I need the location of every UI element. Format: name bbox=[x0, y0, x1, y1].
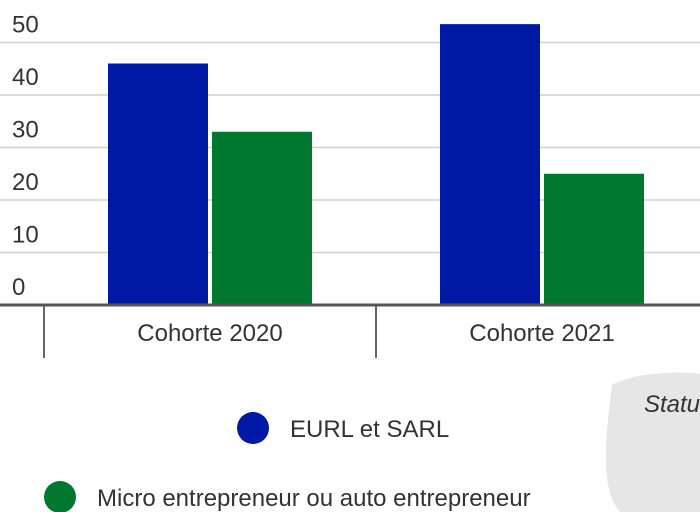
y-tick-label: 50 bbox=[12, 12, 39, 39]
y-tick-label: 0 bbox=[12, 274, 25, 301]
y-tick-label: 40 bbox=[12, 64, 39, 91]
chart: Statu 0 10 20 30 40 50 Cohorte 2020 Cohorte 202… bbox=[0, 0, 700, 512]
bar bbox=[544, 174, 644, 305]
legend-label: EURL et SARL bbox=[290, 416, 449, 443]
bar bbox=[440, 24, 540, 305]
legend-marker bbox=[237, 412, 269, 444]
y-tick-label: 20 bbox=[12, 169, 39, 196]
y-tick-label: 10 bbox=[12, 222, 39, 249]
x-tick-label: Cohorte 2020 bbox=[137, 320, 282, 347]
annotation: Statu bbox=[644, 391, 700, 418]
legend-marker bbox=[44, 481, 76, 512]
legend-label: Micro entrepreneur ou auto entrepreneur bbox=[97, 485, 531, 512]
bar bbox=[212, 132, 312, 305]
bar bbox=[108, 64, 208, 306]
x-tick-label: Cohorte 2021 bbox=[469, 320, 614, 347]
y-tick-label: 30 bbox=[12, 117, 39, 144]
